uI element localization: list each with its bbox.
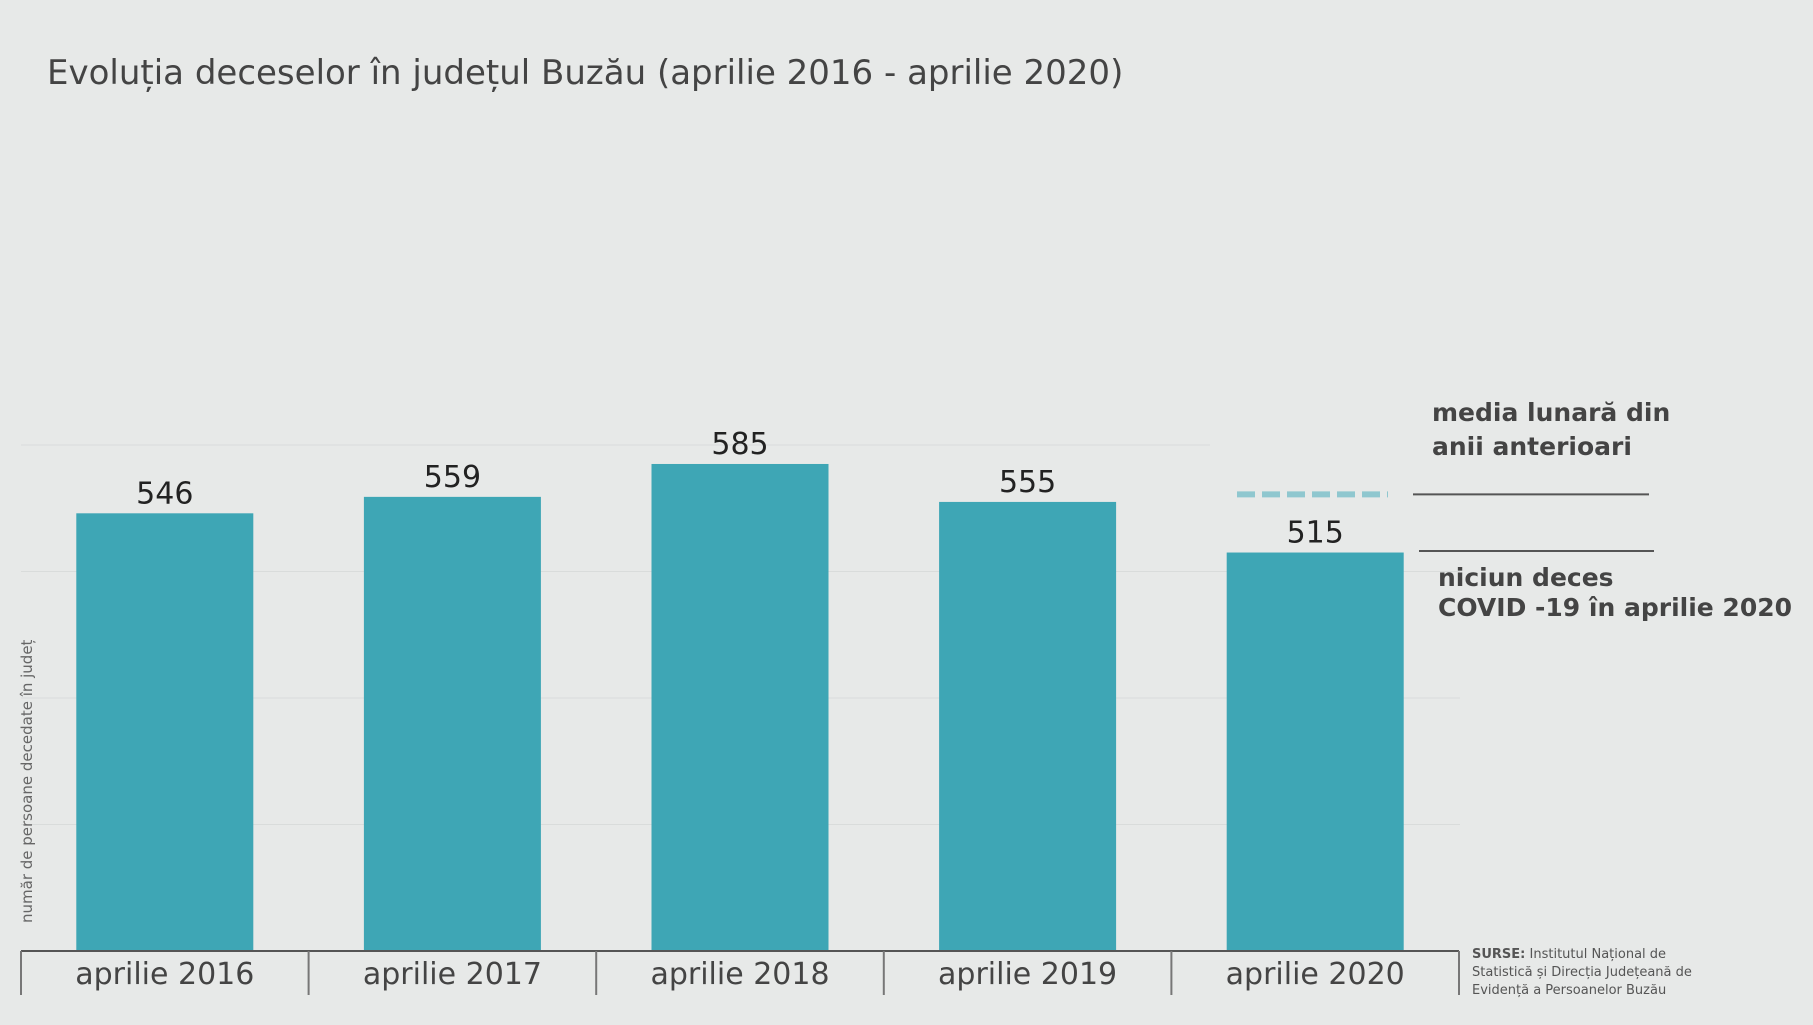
bar-value-label: 559 xyxy=(424,460,481,495)
annotation-line-1: niciun deces xyxy=(1438,563,1614,592)
x-tick-label: aprilie 2016 xyxy=(75,957,254,992)
x-tick-label: aprilie 2019 xyxy=(938,957,1117,992)
reference-label-line-1: media lunară din xyxy=(1432,398,1670,427)
reference-label-line-2: anii anterioari xyxy=(1432,432,1632,461)
source-line-2: Statistică și Direcția Județeană de xyxy=(1472,965,1692,980)
source-note: SURSE: Institutul Național de xyxy=(1472,947,1666,962)
x-tick-label: aprilie 2017 xyxy=(363,957,542,992)
x-tick-label: aprilie 2018 xyxy=(650,957,829,992)
source-line-3: Evidență a Persoanelor Buzău xyxy=(1472,983,1666,998)
bars xyxy=(76,463,1404,951)
bar-value-label: 585 xyxy=(711,427,768,462)
annotation-line-2: COVID -19 în aprilie 2020 xyxy=(1438,593,1792,622)
bar-value-label: 515 xyxy=(1287,516,1344,551)
bar xyxy=(76,513,254,951)
bar xyxy=(651,463,829,951)
bar-value-label: 546 xyxy=(136,476,193,511)
bar-value-label: 555 xyxy=(999,465,1056,500)
value-labels: 546 559 585 555 515 xyxy=(136,427,1344,551)
x-axis-tick-labels: aprilie 2016 aprilie 2017 aprilie 2018 apri… xyxy=(75,957,1405,992)
y-axis-label: număr de persoane decedate în județ xyxy=(18,639,36,923)
chart-title: Evoluția deceselor în județul Buzău (apr… xyxy=(47,53,1123,93)
bar xyxy=(1226,552,1404,951)
source-line-1: Institutul Național de xyxy=(1530,947,1667,962)
source-label: SURSE: xyxy=(1472,947,1525,962)
x-axis-ticks xyxy=(20,951,1460,995)
bar xyxy=(363,496,541,951)
x-tick-label: aprilie 2020 xyxy=(1226,957,1405,992)
bar xyxy=(939,501,1117,951)
